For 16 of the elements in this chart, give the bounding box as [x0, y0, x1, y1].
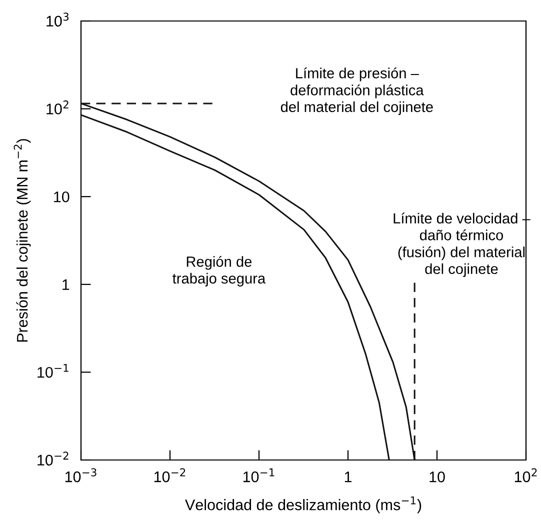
y-tick-label: 1 — [62, 279, 70, 290]
y-tick-label: 10 — [54, 191, 70, 202]
y-tick-label: 10$^{−1}$ — [38, 364, 68, 378]
y-tick-label: 10$^{3}$ — [46, 12, 69, 27]
y-tick-label: 10$^{−2}$ — [38, 452, 68, 466]
x-tick-label: 10 — [430, 472, 445, 482]
y-axis-title: Presión del cojinete (MN m$^{−2}$) — [14, 139, 31, 342]
x-tick-label: 10$^{2}$ — [514, 468, 537, 482]
x-tick-label: 1 — [344, 472, 352, 482]
x-tick-label: 10$^{−3}$ — [65, 468, 96, 482]
annotation: Región de trabajo segura — [172, 256, 266, 286]
x-tick-label: 10$^{−1}$ — [243, 468, 274, 482]
x-axis-title: Velocidad de deslizamiento (ms$^{−1}$) — [185, 496, 422, 514]
annotation: Límite de presión – deformación plástica del material del cojinete — [280, 67, 433, 115]
x-tick-label: 10$^{−2}$ — [154, 468, 186, 482]
y-tick-label: 10$^{2}$ — [46, 100, 68, 114]
